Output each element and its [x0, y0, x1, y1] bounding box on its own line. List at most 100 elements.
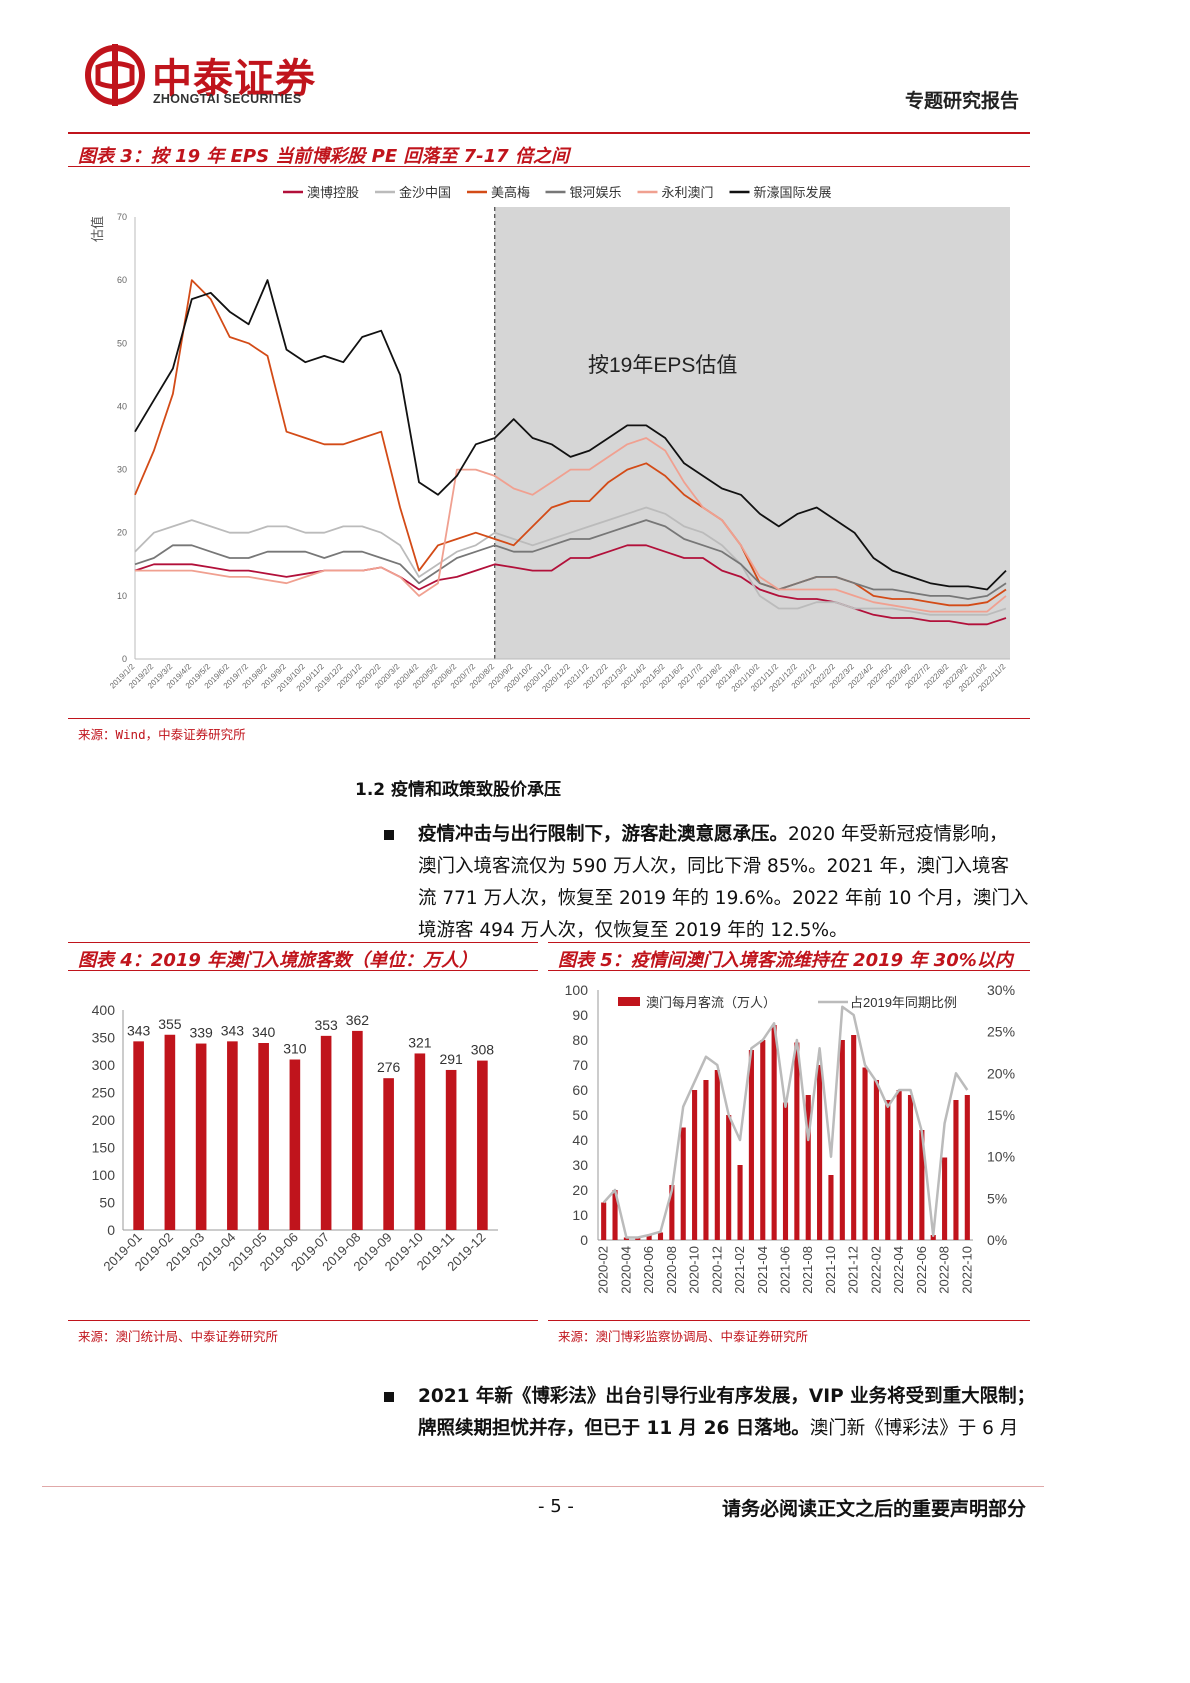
y-tick-label: 100 [92, 1167, 116, 1183]
y-tick-label: 0 [107, 1222, 115, 1238]
bar [646, 1235, 652, 1240]
y-tick-label-right: 20% [987, 1065, 1015, 1081]
bar [919, 1130, 925, 1240]
legend-label: 银河娱乐 [570, 185, 622, 200]
figure5-bottom-rule [548, 1320, 1030, 1321]
bar-value-label: 355 [158, 1016, 182, 1032]
x-tick-label: 2020-08 [664, 1246, 679, 1294]
footer-notice: 请务必阅读正文之后的重要声明部分 [722, 1498, 1027, 1520]
y-tick-label-right: 15% [987, 1107, 1015, 1123]
bar-value-label: 343 [221, 1022, 245, 1038]
bar [352, 1030, 363, 1230]
footer-rule [42, 1486, 1044, 1487]
header-rule [68, 132, 1030, 134]
bar [896, 1090, 902, 1240]
bar [862, 1067, 868, 1240]
y-tick-label: 40 [117, 401, 127, 411]
series-line [134, 506, 1007, 616]
bar [760, 1040, 766, 1240]
x-tick-label: 2022-08 [937, 1246, 952, 1294]
y-tick-label: 50 [117, 338, 127, 348]
y-tick-label-left: 10 [572, 1207, 588, 1223]
bar [320, 1035, 332, 1230]
bar [942, 1157, 948, 1240]
bar [477, 1060, 488, 1230]
bar [680, 1127, 686, 1240]
paragraph-1-lead: 疫情冲击与出行限制下，游客赴澳意愿承压。 [418, 824, 789, 845]
bar-value-label: 291 [439, 1051, 463, 1067]
x-tick-label: 2020-10 [687, 1246, 702, 1294]
paragraph-1-line2: 澳门入境客流仅为 590 万人次，同比下滑 85%。2021 年，澳门入境客 [418, 856, 1010, 877]
bar [953, 1100, 959, 1240]
bar [612, 1190, 618, 1240]
zhongtai-logo-icon [85, 44, 145, 106]
bar-value-label: 276 [377, 1059, 401, 1075]
y-axis-label: 估值 [90, 216, 105, 242]
bullet-icon [384, 830, 394, 840]
bar [771, 1025, 777, 1240]
bar-value-label: 340 [252, 1024, 276, 1040]
y-tick-label-right: 30% [987, 982, 1015, 998]
figure3-bottom-rule [68, 718, 1030, 719]
figure5-chart: 0 10 20 30 40 50 60 70 80 90 100 0% 5% 10% 15% 20% 25% 30… [565, 982, 1015, 1294]
series-line [134, 519, 1007, 600]
bar [657, 1232, 664, 1240]
x-tick-label: 2020-06 [641, 1246, 656, 1294]
series-line [134, 544, 1007, 626]
y-tick-label: 60 [117, 275, 127, 285]
paragraph-1-line3: 流 771 万人次，恢复至 2019 年的 19.6%。2022 年前 10 个… [418, 888, 1029, 909]
y-tick-label: 300 [92, 1057, 116, 1073]
legend-label-line: 占2019年同期比例 [850, 995, 957, 1010]
bar [714, 1070, 720, 1240]
x-tick-label: 2020-02 [596, 1246, 611, 1294]
bar [227, 1041, 238, 1230]
figure3-chart: 010203040506070估值2019/1/22019/2/22019/3/… [90, 185, 1010, 694]
paragraph-2-lead-line1: 2021 年新《博彩法》出台引导行业有序发展，VIP 业务将受到重大限制； [418, 1386, 1036, 1407]
bar-value-label: 308 [471, 1042, 495, 1058]
paragraph-2-tail: 澳门新《博彩法》于 6 月 [809, 1418, 1019, 1439]
bar [748, 1050, 754, 1240]
bar [907, 1095, 914, 1240]
legend-label: 金沙中国 [399, 185, 451, 200]
bar [164, 1034, 176, 1230]
y-tick-label-left: 70 [572, 1057, 588, 1073]
bar [726, 1115, 732, 1240]
x-tick-label: 2021-02 [732, 1246, 747, 1294]
x-tick-label: 2021-06 [778, 1246, 793, 1294]
bar-value-label: 321 [408, 1034, 432, 1050]
bar [782, 1102, 789, 1240]
bar [703, 1080, 709, 1240]
y-tick-label: 30 [117, 465, 127, 475]
x-tick-label: 2022-04 [891, 1246, 906, 1294]
y-tick-label-right: 0% [987, 1232, 1007, 1248]
y-tick-label-left: 60 [572, 1082, 588, 1098]
bar [133, 1041, 144, 1230]
paragraph-1-line4: 境游客 494 万人次，仅恢复至 2019 年的 12.5%。 [418, 920, 848, 941]
bar [195, 1043, 207, 1230]
bullet-icon [384, 1392, 394, 1402]
projection-shade [494, 207, 1010, 659]
bar-value-label: 362 [346, 1012, 370, 1028]
bar [414, 1053, 426, 1230]
x-tick-label: 2021-08 [800, 1246, 815, 1294]
series-line [134, 279, 1007, 591]
bar [601, 1202, 607, 1240]
bar-value-label: 339 [189, 1025, 213, 1041]
paragraph-2: 2021 年新《博彩法》出台引导行业有序发展，VIP 业务将受到重大限制； 牌照… [418, 1381, 1035, 1445]
legend-label: 新濠国际发展 [754, 185, 832, 200]
figure5-top-rule [548, 942, 1030, 943]
y-tick-label: 400 [92, 1002, 116, 1018]
page-number: - 5 - [538, 1496, 574, 1517]
y-tick-label-left: 80 [572, 1032, 588, 1048]
y-tick-label-right: 5% [987, 1190, 1007, 1206]
bar [692, 1090, 698, 1240]
y-tick-label-left: 0 [580, 1232, 588, 1248]
y-tick-label: 10 [117, 591, 127, 601]
legend-label-bar: 澳门每月客流（万人） [646, 995, 776, 1010]
paragraph-1: 疫情冲击与出行限制下，游客赴澳意愿承压。2020 年受新冠疫情影响， 澳门入境客… [418, 819, 1030, 947]
legend-label: 永利澳门 [662, 185, 714, 200]
ratio-line [602, 1005, 969, 1239]
section-heading: 1.2 疫情和政策致股价承压 [355, 780, 562, 800]
legend-swatch-bar [618, 997, 640, 1006]
x-tick-label: 2022-02 [868, 1246, 883, 1294]
